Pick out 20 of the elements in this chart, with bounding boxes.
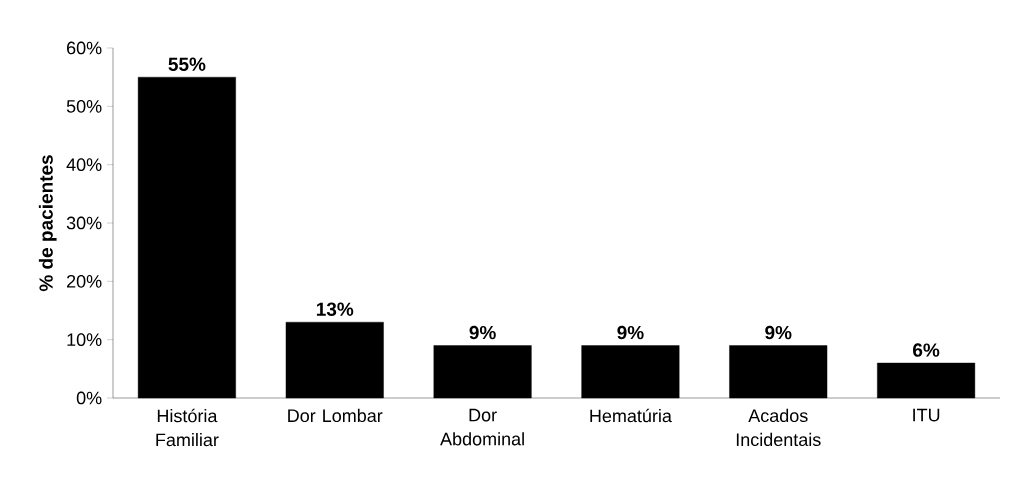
y-tick-label: 50%	[66, 99, 102, 113]
data-label: 9%	[469, 325, 496, 340]
x-tick-label: Hematúria	[590, 408, 672, 423]
y-axis-title: % de pacientes	[38, 155, 57, 292]
data-label: 9%	[765, 325, 792, 340]
data-label: 55%	[168, 57, 206, 71]
y-tick-label: 20%	[67, 274, 102, 288]
data-label: 6%	[913, 343, 940, 357]
x-tick-label: ITU	[913, 408, 940, 422]
y-tick-label: 60%	[67, 41, 102, 55]
y-tick-label: 0%	[76, 391, 102, 405]
y-tick-label: 30%	[66, 216, 102, 230]
x-tick-label: Dor Lombar	[288, 408, 383, 423]
y-tick-label: 10%	[67, 333, 102, 347]
x-tick-label: Dor Abdominal	[440, 408, 524, 446]
x-tick-label: História Familiar	[156, 408, 219, 447]
y-tick-label: 40%	[66, 158, 102, 172]
x-tick-label: Acados Incidentais	[736, 408, 821, 447]
data-label: 13%	[316, 302, 354, 316]
data-label: 9%	[617, 325, 644, 340]
